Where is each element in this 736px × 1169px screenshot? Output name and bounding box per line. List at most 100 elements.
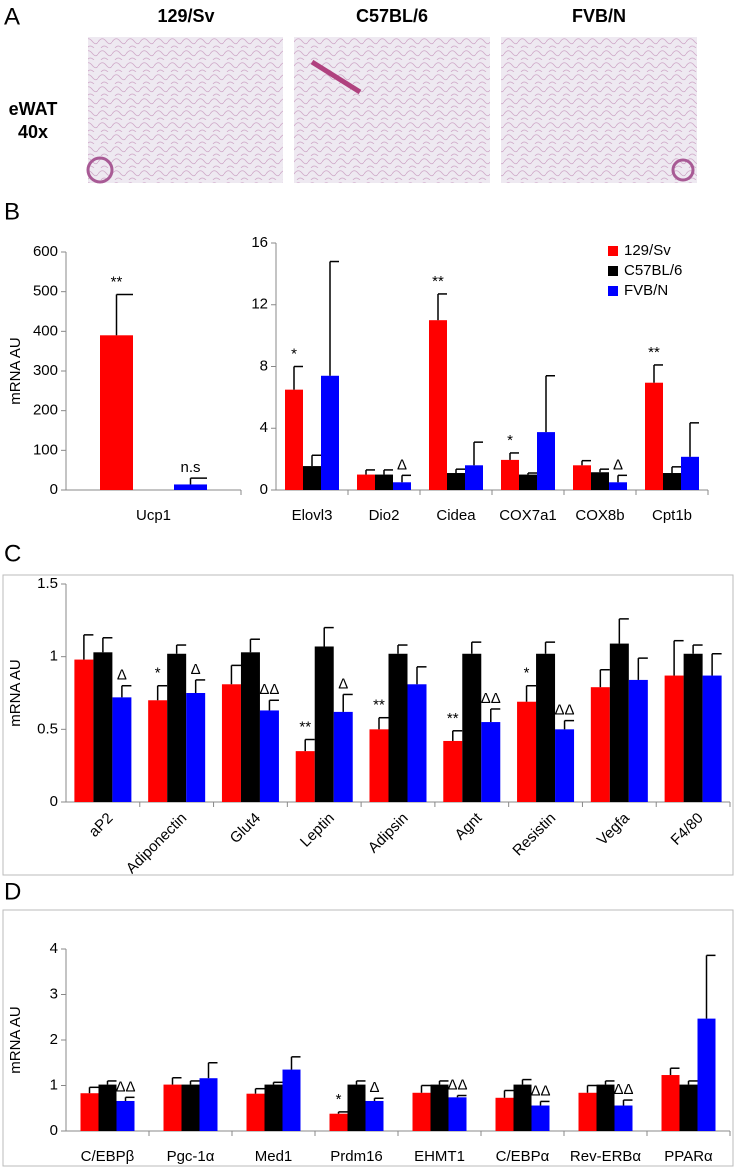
bar	[465, 465, 483, 490]
bar	[282, 1069, 301, 1131]
bar	[388, 653, 408, 802]
bar	[429, 320, 447, 490]
y-tick-label: 8	[260, 357, 268, 374]
significance-label: *	[524, 665, 530, 682]
bar	[481, 722, 501, 802]
bar	[578, 1092, 597, 1131]
panel-label: B	[4, 198, 20, 225]
significance-label: Δ	[191, 661, 201, 678]
x-tick-label: EHMT1	[414, 1148, 465, 1165]
bar	[517, 701, 537, 802]
x-tick-label: Dio2	[369, 507, 400, 524]
x-tick-label: Ucp1	[136, 507, 171, 524]
bar	[369, 729, 389, 802]
significance-label: ΔΔ	[115, 1078, 135, 1095]
x-tick-label: COX7a1	[499, 507, 557, 524]
bar	[531, 1105, 550, 1131]
x-tick-label: C/EBPα	[496, 1148, 550, 1165]
bar	[112, 697, 132, 802]
y-tick-label: 12	[251, 296, 268, 313]
bar	[174, 484, 207, 490]
bar	[365, 1100, 384, 1131]
bar	[163, 1084, 182, 1131]
bar	[148, 700, 168, 802]
bar	[681, 456, 699, 490]
y-tick-label: 16	[251, 234, 268, 251]
y-tick-label: 1	[50, 648, 58, 665]
bar	[329, 1113, 348, 1131]
bar	[683, 653, 703, 802]
panel-label: A	[4, 3, 20, 30]
x-tick-label: Pgc-1α	[167, 1148, 215, 1165]
vessel	[86, 156, 114, 184]
bar	[80, 1093, 99, 1131]
bar	[186, 693, 206, 802]
significance-label: Δ	[397, 456, 407, 473]
y-tick-label: 200	[33, 402, 58, 419]
row-label: 40x	[18, 122, 48, 142]
x-tick-label: F4/80	[668, 810, 707, 849]
bar	[430, 1084, 449, 1131]
bar	[536, 653, 556, 802]
y-tick-label: 500	[33, 283, 58, 300]
legend-swatch	[608, 246, 618, 256]
bar	[697, 1018, 716, 1131]
significance-label: ΔΔ	[481, 690, 501, 707]
bar	[663, 473, 681, 490]
y-tick-label: 0	[50, 793, 58, 810]
significance-label: ΔΔ	[259, 681, 279, 698]
bar	[645, 382, 663, 490]
bar	[590, 687, 610, 802]
x-tick-label: PPARα	[664, 1148, 713, 1165]
bar	[285, 389, 303, 490]
x-tick-label: Med1	[255, 1148, 293, 1165]
bar	[661, 1075, 680, 1131]
vessel	[671, 158, 695, 182]
significance-label: ΔΔ	[530, 1082, 550, 1099]
y-tick-label: 300	[33, 362, 58, 379]
significance-label: **	[111, 273, 123, 290]
x-tick-label: Leptin	[297, 810, 338, 851]
x-tick-label: Vegfa	[594, 809, 634, 849]
x-tick-label: Resistin	[509, 810, 559, 860]
bar	[448, 1097, 467, 1131]
bar	[246, 1093, 265, 1131]
bar	[181, 1084, 200, 1131]
panel-frame	[2, 909, 734, 1167]
bar	[555, 729, 575, 802]
bar	[614, 1105, 633, 1131]
significance-label: Δ	[613, 456, 623, 473]
bar	[412, 1092, 431, 1131]
bar	[495, 1097, 514, 1131]
x-tick-label: Rev-ERBα	[570, 1148, 642, 1165]
bar	[702, 675, 722, 802]
x-tick-label: COX8b	[575, 507, 624, 524]
bar	[537, 432, 555, 490]
significance-label: ΔΔ	[555, 702, 575, 719]
bar	[407, 684, 427, 802]
bar	[314, 646, 334, 802]
bar	[116, 1100, 135, 1131]
x-tick-label: aP2	[86, 810, 117, 841]
bar	[628, 679, 648, 802]
bar	[501, 459, 519, 490]
histology-image	[501, 37, 697, 183]
x-tick-label: C/EBPβ	[81, 1148, 135, 1165]
panel-label: D	[4, 878, 21, 905]
x-tick-label: Cpt1b	[652, 507, 692, 524]
y-tick-label: 3	[50, 985, 58, 1002]
significance-label: **	[299, 718, 311, 735]
column-header: 129/Sv	[157, 6, 214, 26]
bar	[167, 653, 187, 802]
y-tick-label: 0	[260, 481, 268, 498]
y-tick-label: 0	[50, 481, 58, 498]
y-tick-label: 0.5	[37, 720, 58, 737]
bar	[447, 473, 465, 490]
significance-label: ΔΔ	[447, 1076, 467, 1093]
x-tick-label: Prdm16	[330, 1148, 383, 1165]
y-tick-label: 4	[50, 940, 58, 957]
y-tick-label: 2	[50, 1031, 58, 1048]
significance-label: **	[373, 697, 385, 714]
significance-label: ΔΔ	[613, 1081, 633, 1098]
